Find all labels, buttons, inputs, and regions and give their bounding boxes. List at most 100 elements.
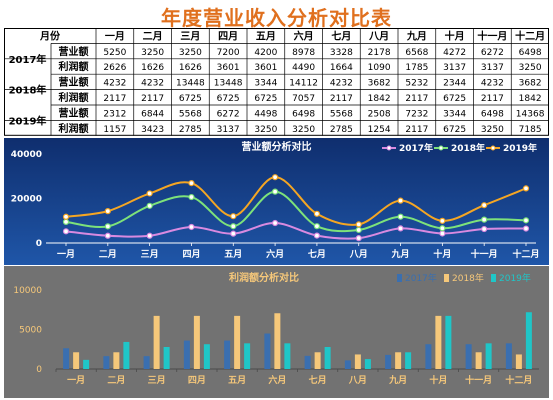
table-cell: 1157 (103, 125, 126, 135)
bar (324, 346, 331, 369)
table-cell: 1090 (368, 63, 391, 73)
table-year-label: 2018年 (9, 84, 47, 97)
table-cell: 3137 (481, 63, 504, 73)
table-row-label: 利润额 (59, 60, 89, 73)
table-cell: 14112 (289, 79, 318, 89)
table-cell: 1842 (368, 94, 391, 104)
data-point (62, 213, 70, 220)
table-cell: 2312 (103, 109, 126, 119)
x-tick-label: 九月 (391, 248, 410, 260)
table-cell: 2117 (141, 94, 164, 104)
table-cell: 2117 (405, 94, 428, 104)
x-tick-label: 五月 (224, 249, 242, 260)
bar (385, 354, 392, 369)
bar (234, 315, 241, 369)
table-header-cell: 十一月 (477, 29, 507, 42)
data-point (146, 202, 153, 209)
bar (304, 355, 311, 369)
table-header-cell: 十月 (445, 29, 465, 42)
table-cell: 4498 (254, 109, 277, 119)
legend-swatch (444, 274, 449, 282)
data-point (271, 174, 279, 181)
table-cell: 6498 (519, 48, 542, 58)
table-cell: 5232 (405, 79, 428, 89)
bar (83, 359, 90, 369)
bar (405, 352, 412, 369)
bar (264, 333, 271, 369)
table-cell: 5568 (330, 109, 353, 119)
table-header-cell: 三月 (180, 30, 200, 42)
table-cell: 3250 (141, 48, 164, 58)
table-cell: 1626 (179, 63, 202, 73)
table-row-label: 营业额 (59, 45, 89, 58)
y-tick-label: 40000 (11, 150, 42, 160)
bar (123, 341, 130, 369)
x-tick-label: 十月 (433, 248, 451, 260)
data-point (146, 190, 153, 197)
data-point (146, 232, 153, 239)
table-cell: 5250 (103, 48, 126, 58)
table-cell: 2785 (330, 125, 353, 135)
y-tick-label: 5000 (19, 326, 42, 336)
table-cell: 6725 (217, 94, 240, 104)
table-cell: 7232 (405, 109, 428, 119)
table-cell: 1254 (368, 125, 391, 135)
table-cell: 3682 (519, 79, 542, 89)
x-tick-label: 三月 (148, 375, 166, 386)
x-tick-label: 二月 (99, 249, 117, 260)
bar (244, 343, 251, 369)
x-tick-label: 五月 (228, 375, 246, 386)
table-header-month: 月份 (39, 29, 61, 42)
legend-label: 2017年 (405, 272, 437, 284)
table-cell: 2117 (481, 94, 504, 104)
chart-title: 营业额分析对比 (242, 140, 312, 153)
y-tick-label: 10000 (13, 286, 42, 296)
data-point (397, 213, 404, 220)
table-cell: 3328 (330, 48, 353, 58)
legend-marker (386, 145, 392, 151)
table-cell: 1785 (405, 63, 428, 73)
legend-label: 2018年 (452, 272, 484, 284)
series-line (65, 222, 527, 240)
bar (465, 344, 472, 369)
data-point (355, 235, 362, 242)
table-header-cell: 八月 (368, 30, 389, 42)
table-cell: 6844 (141, 109, 164, 119)
table-cell: 3601 (254, 63, 277, 73)
table-header-cell: 五月 (256, 30, 276, 42)
x-tick-label: 三月 (141, 249, 159, 260)
data-point (397, 197, 404, 204)
bar (284, 343, 291, 369)
x-tick-label: 十月 (429, 374, 447, 386)
table-cell: 4232 (330, 79, 353, 89)
bar (193, 315, 200, 369)
x-tick-label: 七月 (308, 248, 326, 260)
table-cell: 3250 (179, 48, 202, 58)
data-point (188, 193, 195, 201)
bar (314, 352, 321, 369)
x-tick-label: 四月 (188, 375, 206, 386)
table-cell: 2117 (405, 125, 428, 135)
data-point (271, 188, 279, 195)
table-cell: 5568 (179, 109, 202, 119)
bar (525, 312, 532, 369)
bar (505, 343, 512, 369)
legend-label: 2017年 (399, 142, 433, 154)
data-point (313, 210, 321, 217)
x-tick-label: 六月 (266, 248, 284, 260)
table-cell: 4232 (103, 79, 126, 89)
bar (395, 352, 402, 369)
bar (274, 313, 281, 369)
table-cell: 6725 (443, 125, 466, 135)
bar (203, 344, 210, 369)
data-point (62, 228, 70, 235)
x-tick-label: 一月 (67, 375, 85, 386)
legend-marker (490, 145, 496, 151)
bar (515, 354, 522, 369)
x-tick-label: 十一月 (465, 374, 492, 386)
table-cell: 3423 (141, 125, 164, 135)
profit-bar-chart: 利润额分析对比 0 5000 10000 一月 二月 三月 四月 五月 六月 七月 八月 九月 十月 十一月… (4, 266, 549, 398)
data-point (104, 208, 111, 215)
table-cell: 6568 (405, 48, 428, 58)
